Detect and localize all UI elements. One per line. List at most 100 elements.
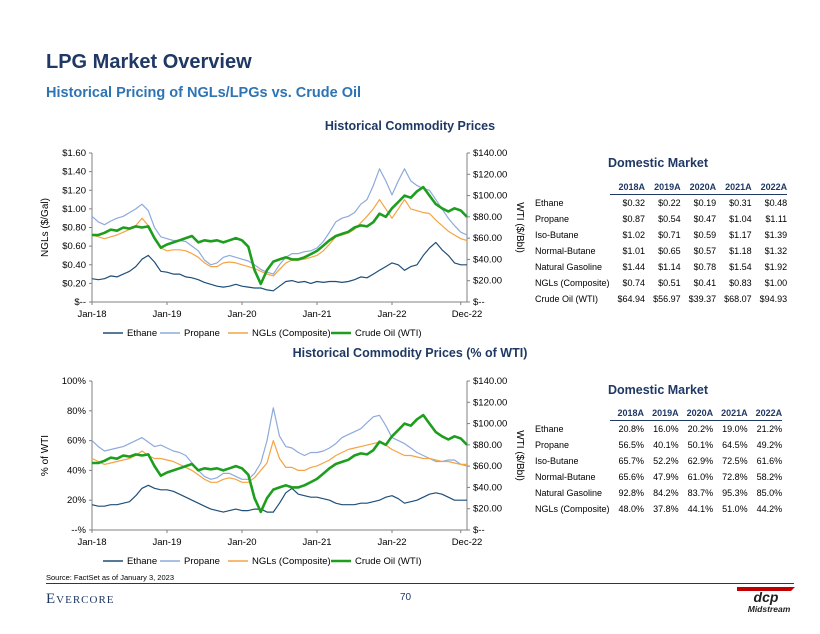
chart-title-prices: Historical Commodity Prices	[324, 119, 496, 133]
table-cell: 20.2%	[687, 424, 714, 434]
y-tick-label: $0.40	[62, 260, 86, 271]
y2-tick-label: $40.00	[473, 254, 502, 265]
table-cell: $0.22	[658, 198, 681, 208]
y2-tick-label: $--	[473, 297, 485, 308]
y-tick-label: 80%	[67, 406, 87, 417]
column-header: 2021A	[713, 408, 748, 421]
x-tick-label: Dec-22	[452, 537, 483, 548]
y2-tick-label: $60.00	[473, 461, 502, 472]
table-cell: 92.8%	[618, 488, 645, 498]
y2-axis-label: WTI ($/Bbl)	[514, 430, 525, 481]
table-corner	[535, 408, 610, 421]
y-tick-label: 100%	[62, 376, 87, 387]
table-row: Ethane $0.32 $0.22 $0.19 $0.31 $0.48	[535, 195, 787, 212]
table-cell: 84.2%	[653, 488, 679, 498]
table-cell: 61.6%	[756, 456, 783, 466]
y-tick-label: 40%	[67, 465, 87, 476]
x-tick-label: Jan-21	[302, 537, 331, 548]
table-cell: 72.8%	[722, 472, 748, 482]
table-row: Crude Oil (WTI) $64.94 $56.97 $39.37 $68.07 $…	[535, 291, 787, 307]
row-label: Iso-Butane	[535, 456, 579, 466]
x-tick-label: Jan-19	[152, 537, 181, 548]
y2-tick-label: $140.00	[473, 376, 507, 387]
table-cell: 40.1%	[653, 440, 679, 450]
y-tick-label: --%	[71, 525, 86, 536]
table-cell: 95.3%	[722, 488, 748, 498]
y2-tick-label: $60.00	[473, 233, 502, 244]
y-tick-label: $--	[74, 297, 86, 308]
row-label: Normal-Butane	[535, 246, 596, 256]
series-line-ngls-composite	[91, 439, 467, 483]
table-cell: $68.07	[724, 294, 752, 304]
legend-label: Propane	[184, 556, 220, 567]
table-cell: $56.97	[653, 294, 681, 304]
row-label: Natural Gasoline	[535, 488, 603, 498]
series-line-ethane	[91, 241, 467, 292]
table-row: NGLs (Composite) $0.74 $0.51 $0.41 $0.83 $1.0…	[535, 275, 787, 291]
chart-prices: $-- $0.20 $0.40 $0.60 $0.80 $1.00 $1.20 $1.40 $1…	[40, 148, 525, 339]
table-cell: $1.54	[729, 262, 752, 272]
y2-tick-label: $120.00	[473, 397, 507, 408]
series-line-propane	[91, 168, 468, 275]
legend-label: NGLs (Composite)	[252, 556, 331, 567]
x-tick-label: Dec-22	[452, 309, 483, 320]
table-cell: 48.0%	[618, 504, 645, 514]
svg-text:dcp: dcp	[754, 589, 779, 605]
table-cell: $0.51	[658, 278, 681, 288]
row-label: NGLs (Composite)	[535, 504, 610, 514]
y2-axis-label: WTI ($/Bbl)	[514, 202, 525, 253]
y-tick-label: $1.40	[62, 167, 86, 178]
y-tick-label: $1.60	[62, 148, 86, 159]
table-cell: 37.8%	[653, 504, 679, 514]
table-row: Normal-Butane $1.01 $0.65 $0.57 $1.18 $1.32	[535, 243, 787, 259]
y2-tick-label: $80.00	[473, 212, 502, 223]
page-number: 70	[400, 592, 412, 603]
table-cell: $1.00	[764, 278, 788, 288]
series-line-crude-oil-wti	[92, 413, 468, 514]
y2-tick-label: $40.00	[473, 482, 502, 493]
table-cell: $1.32	[764, 246, 788, 256]
y-tick-label: $0.60	[62, 241, 86, 252]
table-cell: $1.17	[729, 230, 752, 240]
row-label: Propane	[535, 440, 570, 450]
table-cell: 61.0%	[687, 472, 714, 482]
table-cell: $1.02	[622, 230, 646, 240]
y2-tick-label: $80.00	[473, 440, 502, 451]
table-cell: 44.1%	[687, 504, 714, 514]
series-line-propane	[91, 407, 468, 480]
table-cell: 65.6%	[618, 472, 645, 482]
column-header: 2022A	[747, 408, 783, 421]
y-tick-label: 20%	[67, 495, 87, 506]
y-tick-label: $1.00	[62, 204, 86, 215]
table-cell: 62.9%	[687, 456, 714, 466]
column-header: 2019A	[645, 182, 681, 195]
y-tick-label: $1.20	[62, 185, 86, 196]
table-title-pct-wti: Domestic Market	[608, 383, 709, 397]
x-tick-label: Jan-21	[302, 309, 331, 320]
table-cell: $0.41	[693, 278, 717, 288]
legend-label: Ethane	[127, 556, 157, 567]
chart-title-pct-wti: Historical Commodity Prices (% of WTI)	[292, 346, 528, 360]
x-tick-label: Jan-20	[227, 537, 256, 548]
page-subtitle: Historical Pricing of NGLs/LPGs vs. Crud…	[46, 85, 362, 101]
table-cell: 85.0%	[756, 488, 783, 498]
table-cell: $0.32	[622, 198, 646, 208]
table-cell: 56.5%	[618, 440, 645, 450]
column-header: 2022A	[751, 182, 788, 195]
table-cell: $0.57	[693, 246, 717, 256]
table-row: NGLs (Composite) 48.0% 37.8% 44.1% 51.0% 44.2…	[535, 501, 782, 517]
table-cell: $0.65	[658, 246, 681, 256]
table-row: Ethane 20.8% 16.0% 20.2% 19.0% 21.2%	[535, 421, 782, 438]
y2-tick-label: $100.00	[473, 419, 507, 430]
legend-label: Crude Oil (WTI)	[355, 556, 422, 567]
table-cell: $39.37	[688, 294, 717, 304]
legend-label: Crude Oil (WTI)	[355, 328, 422, 339]
table-cell: 65.7%	[618, 456, 645, 466]
legend-label: NGLs (Composite)	[252, 328, 331, 339]
y2-tick-label: $120.00	[473, 169, 507, 180]
y-tick-label: $0.80	[62, 223, 86, 234]
legend-label: Propane	[184, 328, 220, 339]
column-header: 2018A	[609, 182, 646, 195]
column-header: 2019A	[644, 408, 679, 421]
table-cell: 16.0%	[653, 424, 679, 434]
